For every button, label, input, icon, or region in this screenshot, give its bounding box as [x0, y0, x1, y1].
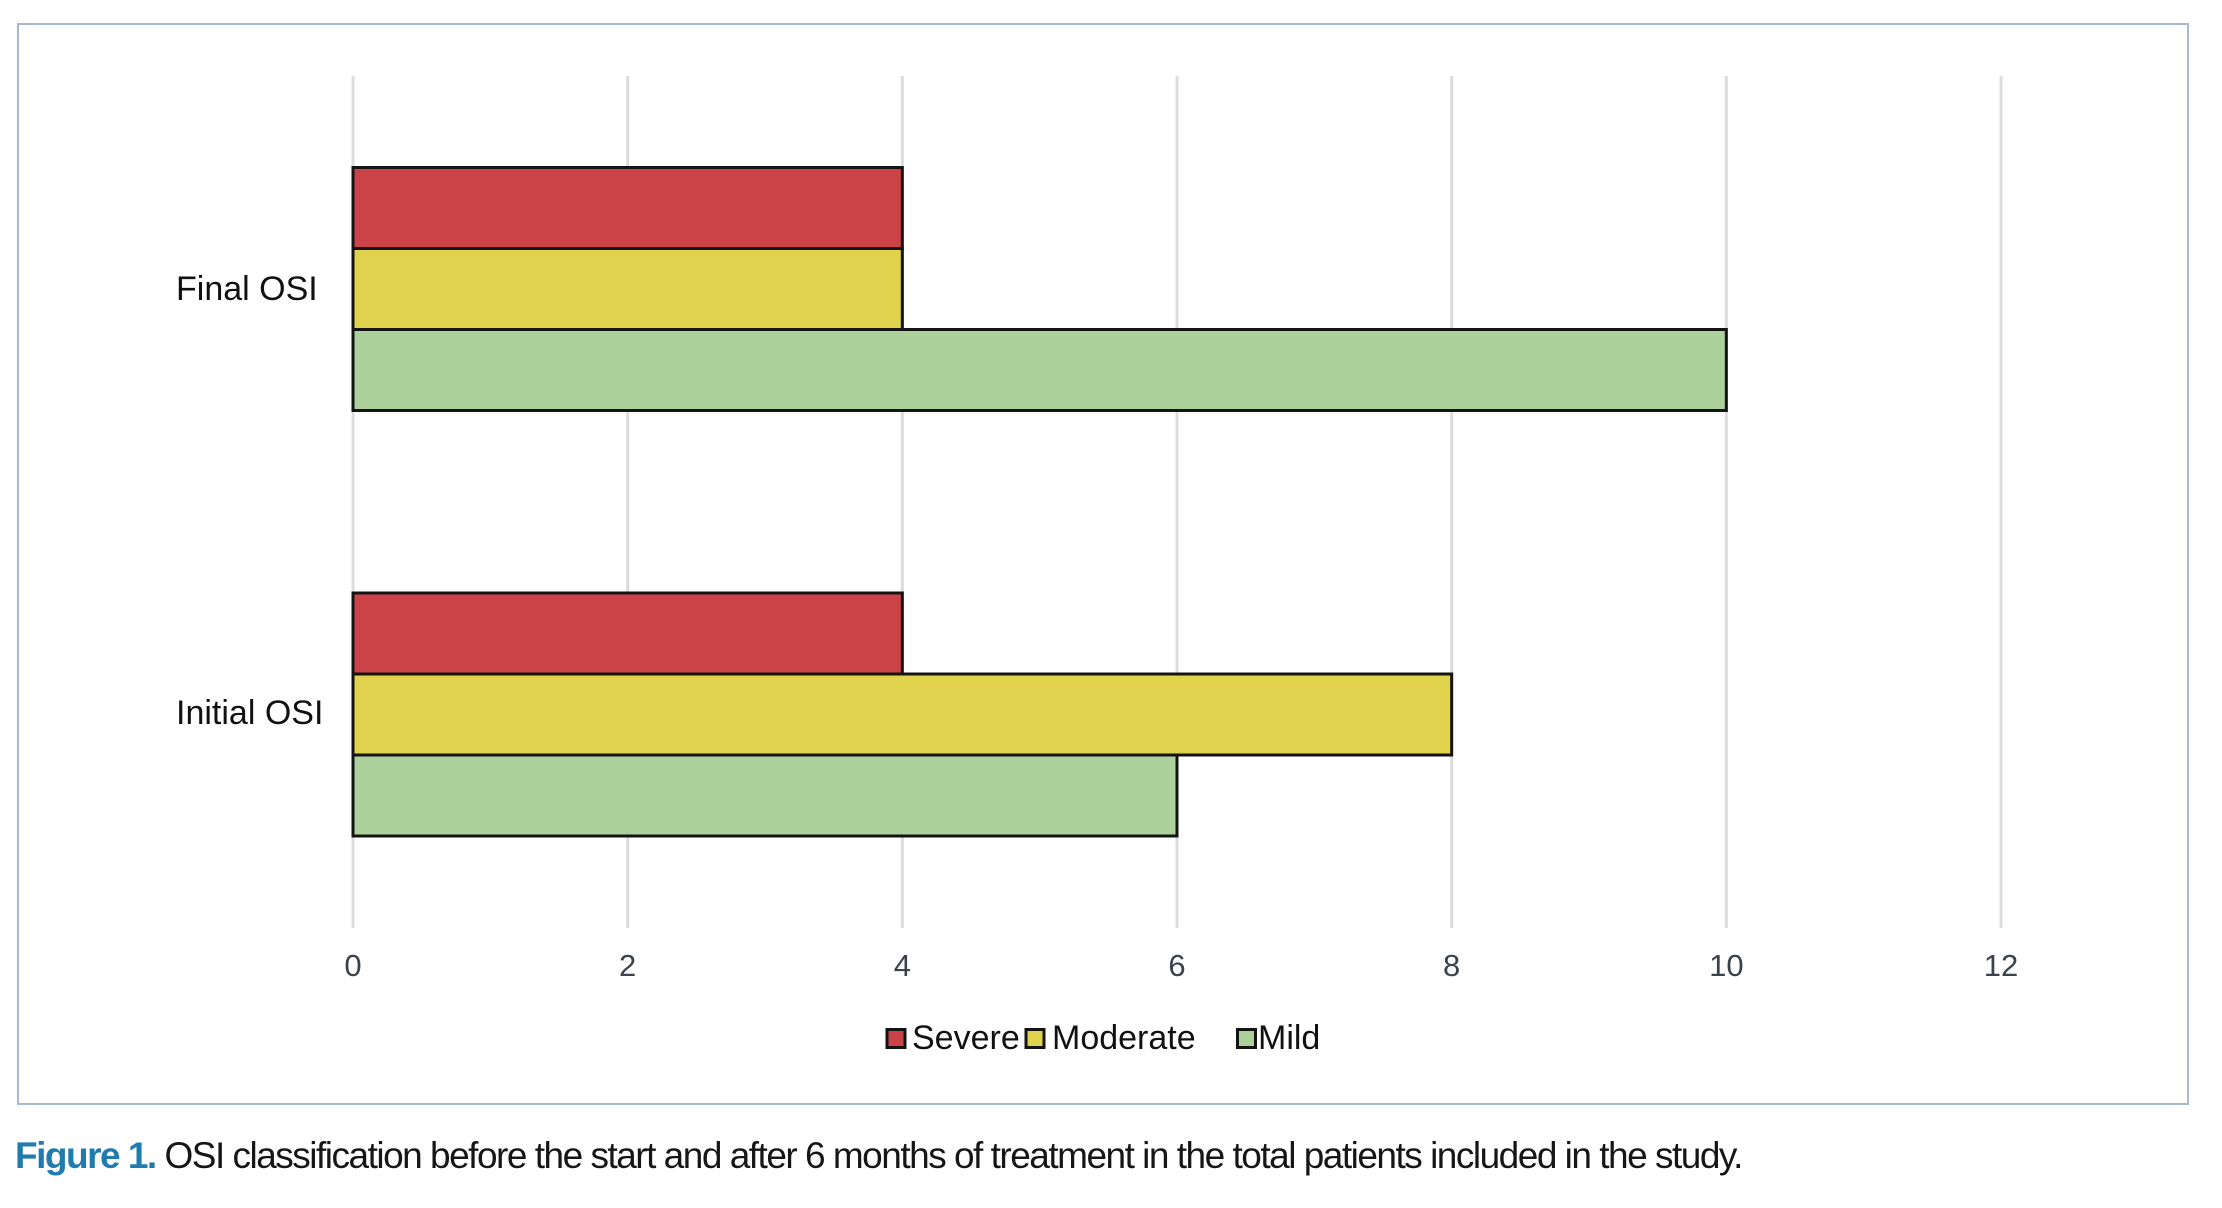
svg-text:2: 2	[619, 948, 636, 983]
svg-text:0: 0	[344, 948, 361, 983]
svg-text:Mild: Mild	[1258, 1019, 1320, 1057]
svg-text:12: 12	[1984, 948, 2018, 983]
svg-text:Severe: Severe	[912, 1019, 1020, 1057]
svg-text:Moderate: Moderate	[1052, 1019, 1196, 1057]
svg-text:8: 8	[1443, 948, 1460, 983]
svg-text:Initial OSI: Initial OSI	[176, 694, 323, 732]
svg-text:Figure 1. OSI classification b: Figure 1. OSI classification before the …	[15, 1135, 1742, 1176]
svg-text:10: 10	[1709, 948, 1743, 983]
svg-text:Final OSI: Final OSI	[176, 270, 318, 308]
svg-text:4: 4	[894, 948, 911, 983]
svg-text:6: 6	[1168, 948, 1185, 983]
